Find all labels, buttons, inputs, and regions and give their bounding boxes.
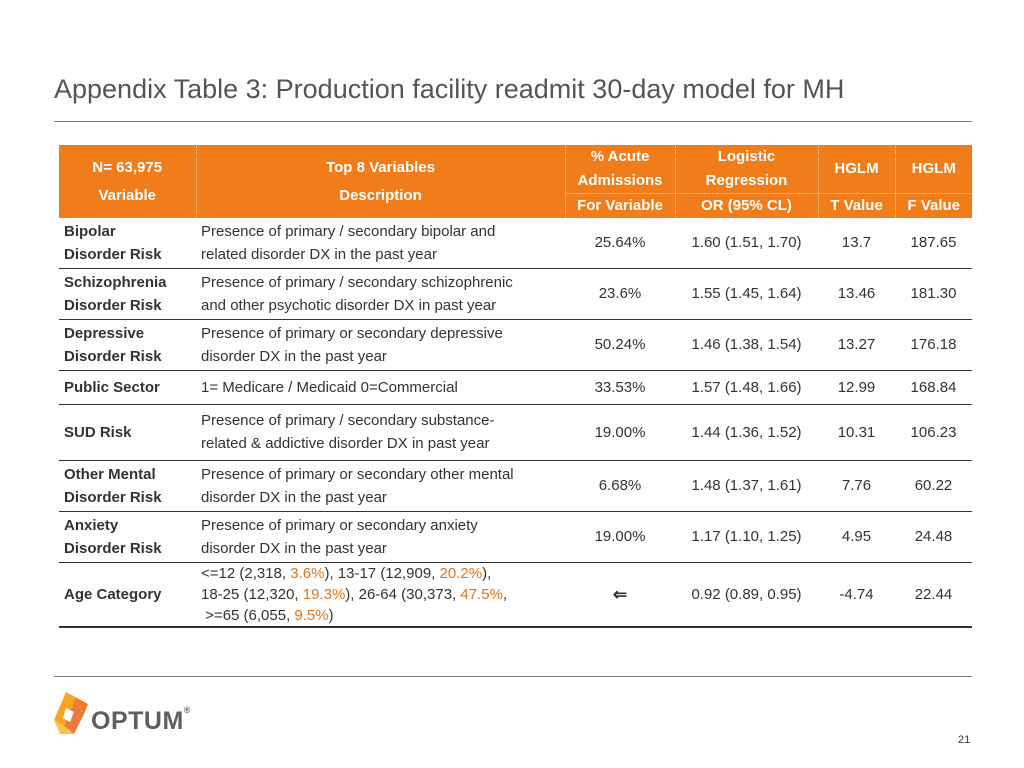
model-table: N= 63,975 Variable Top 8 Variables Descrip…: [59, 145, 972, 628]
left-arrow-icon: ⇐: [612, 584, 628, 604]
t-value-cell: -4.74: [839, 585, 874, 603]
optum-logo-text: OPTUM®: [91, 705, 191, 735]
page-number: 21: [958, 734, 971, 746]
variable-cell: Age Category: [64, 585, 162, 603]
description-cell: Presence of primary / secondary bipolar …: [201, 222, 496, 263]
t-value-cell: 10.31: [837, 423, 876, 441]
title-divider: [54, 121, 972, 122]
or-cell: 1.60 (1.51, 1.70): [691, 234, 802, 252]
table-subheader-row: For Variable OR (95% CL) T Value F Value: [59, 193, 972, 218]
table-row: Schizophrenia Disorder Risk Presence of p…: [59, 268, 972, 319]
or-cell: 1.55 (1.45, 1.64): [691, 285, 802, 302]
f-value-cell: 60.22: [914, 477, 953, 494]
or-cell: 1.48 (1.37, 1.61): [691, 477, 802, 494]
t-value-cell: 7.76: [841, 477, 872, 494]
optum-logo-mark-icon: [54, 692, 88, 734]
variable-cell: SUD Risk: [64, 423, 132, 441]
pct-cell: 25.64%: [594, 234, 646, 252]
f-value-cell: 168.84: [910, 378, 957, 396]
t-value-cell: 13.7: [841, 234, 872, 252]
variable-cell: Depressive Disorder Risk: [64, 324, 162, 365]
or-cell: 1.46 (1.38, 1.54): [691, 336, 802, 353]
t-value-cell: 13.46: [837, 285, 876, 302]
variable-cell: Bipolar Disorder Risk: [64, 222, 162, 263]
pct-cell: 33.53%: [594, 378, 646, 396]
t-value-cell: 12.99: [837, 378, 876, 396]
f-value-cell: 187.65: [910, 234, 957, 252]
description-cell: Presence of primary or secondary depress…: [201, 324, 503, 365]
table-row: SUD Risk Presence of primary / secondary…: [59, 404, 972, 460]
variable-cell: Other Mental Disorder Risk: [64, 465, 162, 506]
or-cell: 1.44 (1.36, 1.52): [691, 423, 802, 441]
header-description: Top 8 Variables Description: [196, 145, 566, 218]
table-row-age: Age Category <=12 (2,318, 3.6%), 13-17 (…: [59, 562, 972, 627]
header-hglm-t: HGLM: [818, 145, 896, 194]
header-acute-admissions: % Acute Admissions: [565, 145, 676, 194]
table-row: Public Sector 1= Medicare / Medicaid 0=C…: [59, 370, 972, 404]
header-hglm-f: HGLM: [895, 145, 972, 194]
pct-cell: 6.68%: [598, 477, 642, 494]
pct-cell: 19.00%: [594, 423, 646, 441]
table-row: Anxiety Disorder Risk Presence of primary…: [59, 511, 972, 562]
variable-cell: Anxiety Disorder Risk: [64, 516, 162, 557]
subheader-or: OR (95% CL): [675, 193, 819, 218]
f-value-cell: 181.30: [910, 285, 957, 302]
f-value-cell: 22.44: [914, 585, 953, 603]
pct-cell: 23.6%: [598, 285, 642, 302]
optum-logo: OPTUM®: [52, 690, 192, 740]
pct-cell: 50.24%: [594, 336, 646, 353]
table-row: Other Mental Disorder Risk Presence of pr…: [59, 460, 972, 511]
table-row: Bipolar Disorder Risk Presence of primary…: [59, 218, 972, 268]
variable-cell: Schizophrenia Disorder Risk: [64, 273, 167, 314]
or-cell: 1.57 (1.48, 1.66): [691, 378, 802, 396]
description-cell: Presence of primary or secondary anxiety…: [201, 516, 478, 557]
table-row: Depressive Disorder Risk Presence of prim…: [59, 319, 972, 370]
header-logistic-regression: Logistic Regression: [675, 145, 819, 194]
subheader-f-value: F Value: [895, 193, 972, 218]
variable-cell: Public Sector: [64, 378, 160, 396]
t-value-cell: 13.27: [837, 336, 876, 353]
page-title: Appendix Table 3: Production facility re…: [54, 74, 845, 104]
f-value-cell: 24.48: [914, 528, 953, 545]
subheader-for-variable: For Variable: [565, 193, 676, 218]
subheader-t-value: T Value: [818, 193, 896, 218]
description-cell: Presence of primary / secondary substanc…: [201, 412, 495, 452]
description-cell: <=12 (2,318, 3.6%), 13-17 (12,909, 20.2%…: [201, 564, 508, 624]
description-cell: Presence of primary or secondary other m…: [201, 465, 514, 506]
pct-cell: 19.00%: [594, 528, 646, 545]
or-cell: 1.17 (1.10, 1.25): [691, 528, 802, 545]
header-variable: N= 63,975 Variable: [59, 145, 197, 218]
f-value-cell: 176.18: [910, 336, 957, 353]
description-cell: 1= Medicare / Medicaid 0=Commercial: [201, 378, 458, 396]
table-header-row: N= 63,975 Variable Top 8 Variables Descrip…: [59, 145, 972, 218]
description-cell: Presence of primary / secondary schizoph…: [201, 273, 513, 314]
t-value-cell: 4.95: [841, 528, 872, 545]
footer-divider: [54, 676, 972, 677]
or-cell: 0.92 (0.89, 0.95): [691, 585, 802, 603]
f-value-cell: 106.23: [910, 423, 957, 441]
